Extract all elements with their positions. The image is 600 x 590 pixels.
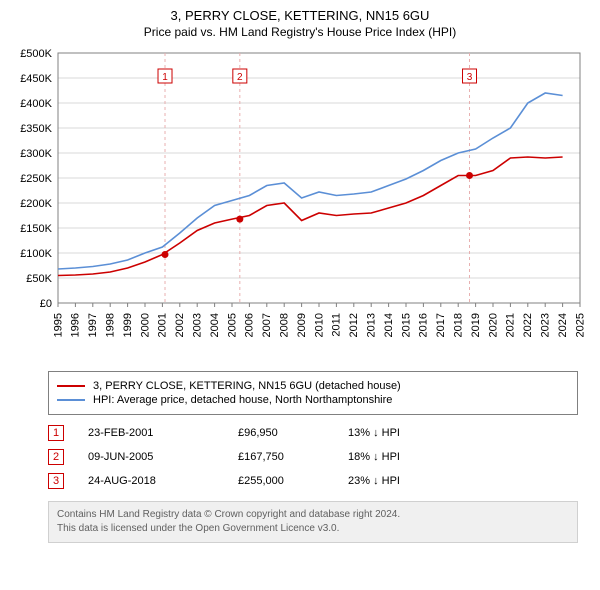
svg-text:£500K: £500K bbox=[20, 48, 52, 60]
transaction-row: 3 24-AUG-2018£255,00023% ↓ HPI bbox=[48, 469, 578, 493]
svg-text:1995: 1995 bbox=[52, 313, 64, 337]
svg-text:£50K: £50K bbox=[26, 273, 52, 285]
chart-plot-area: £0 £50K £100K £150K £200K £250K £300K £350K £400… bbox=[10, 43, 590, 363]
svg-text:£400K: £400K bbox=[20, 98, 52, 110]
title-address: 3, PERRY CLOSE, KETTERING, NN15 6GU bbox=[0, 8, 600, 23]
legend-label: HPI: Average price, detached house, Nort… bbox=[93, 394, 392, 406]
transaction-price: £255,000 bbox=[238, 475, 348, 487]
svg-text:3: 3 bbox=[467, 72, 473, 83]
svg-text:2004: 2004 bbox=[209, 313, 221, 337]
svg-text:2001: 2001 bbox=[157, 313, 169, 337]
svg-text:2007: 2007 bbox=[261, 313, 273, 337]
legend-swatch bbox=[57, 385, 85, 387]
legend-item: 3, PERRY CLOSE, KETTERING, NN15 6GU (det… bbox=[57, 380, 569, 392]
svg-text:2013: 2013 bbox=[366, 313, 378, 337]
svg-text:2015: 2015 bbox=[400, 313, 412, 337]
svg-text:1998: 1998 bbox=[104, 313, 116, 337]
chart-titles: 3, PERRY CLOSE, KETTERING, NN15 6GU Pric… bbox=[0, 0, 600, 43]
transaction-date: 09-JUN-2005 bbox=[88, 451, 238, 463]
svg-text:2: 2 bbox=[237, 72, 243, 83]
svg-text:2003: 2003 bbox=[191, 313, 203, 337]
svg-text:2012: 2012 bbox=[348, 313, 360, 337]
svg-text:£300K: £300K bbox=[20, 148, 52, 160]
svg-text:2008: 2008 bbox=[279, 313, 291, 337]
svg-text:1999: 1999 bbox=[122, 313, 134, 337]
svg-text:2016: 2016 bbox=[418, 313, 430, 337]
transaction-date: 23-FEB-2001 bbox=[88, 427, 238, 439]
footer-line-2: This data is licensed under the Open Gov… bbox=[57, 522, 569, 536]
svg-text:2022: 2022 bbox=[522, 313, 534, 337]
transaction-marker: 2 bbox=[48, 449, 64, 465]
svg-text:2018: 2018 bbox=[453, 313, 465, 337]
svg-text:2019: 2019 bbox=[470, 313, 482, 337]
svg-text:2006: 2006 bbox=[244, 313, 256, 337]
transaction-marker: 1 bbox=[48, 425, 64, 441]
svg-text:2014: 2014 bbox=[383, 313, 395, 337]
svg-text:2010: 2010 bbox=[313, 313, 325, 337]
svg-text:£100K: £100K bbox=[20, 248, 52, 260]
transaction-row: 2 09-JUN-2005£167,75018% ↓ HPI bbox=[48, 445, 578, 469]
svg-text:2002: 2002 bbox=[174, 313, 186, 337]
svg-text:1997: 1997 bbox=[87, 313, 99, 337]
svg-text:2024: 2024 bbox=[557, 313, 569, 337]
svg-text:£450K: £450K bbox=[20, 73, 52, 85]
svg-text:2023: 2023 bbox=[540, 313, 552, 337]
svg-text:2017: 2017 bbox=[435, 313, 447, 337]
transaction-date: 24-AUG-2018 bbox=[88, 475, 238, 487]
transaction-price: £167,750 bbox=[238, 451, 348, 463]
svg-text:2009: 2009 bbox=[296, 313, 308, 337]
svg-text:£150K: £150K bbox=[20, 223, 52, 235]
transaction-row: 1 23-FEB-2001£96,95013% ↓ HPI bbox=[48, 421, 578, 445]
svg-text:1996: 1996 bbox=[70, 313, 82, 337]
svg-text:2020: 2020 bbox=[487, 313, 499, 337]
title-subtitle: Price paid vs. HM Land Registry's House … bbox=[0, 25, 600, 39]
footer-line-1: Contains HM Land Registry data © Crown c… bbox=[57, 508, 569, 522]
svg-text:£250K: £250K bbox=[20, 173, 52, 185]
svg-text:1: 1 bbox=[162, 72, 168, 83]
svg-text:2021: 2021 bbox=[505, 313, 517, 337]
svg-text:2011: 2011 bbox=[331, 313, 343, 337]
transaction-diff: 13% ↓ HPI bbox=[348, 427, 458, 439]
transaction-diff: 18% ↓ HPI bbox=[348, 451, 458, 463]
transactions-table: 1 23-FEB-2001£96,95013% ↓ HPI 2 09-JUN-2005… bbox=[48, 421, 578, 493]
svg-text:2005: 2005 bbox=[226, 313, 238, 337]
footer-attribution: Contains HM Land Registry data © Crown c… bbox=[48, 501, 578, 543]
transaction-diff: 23% ↓ HPI bbox=[348, 475, 458, 487]
transaction-marker: 3 bbox=[48, 473, 64, 489]
legend-label: 3, PERRY CLOSE, KETTERING, NN15 6GU (det… bbox=[93, 380, 401, 392]
svg-text:£350K: £350K bbox=[20, 123, 52, 135]
chart-container: { "titles": { "line1": "3, PERRY CLOSE, … bbox=[0, 0, 600, 543]
legend-item: HPI: Average price, detached house, Nort… bbox=[57, 394, 569, 406]
svg-text:2000: 2000 bbox=[139, 313, 151, 337]
svg-text:£0: £0 bbox=[40, 298, 52, 310]
svg-text:£200K: £200K bbox=[20, 198, 52, 210]
transaction-price: £96,950 bbox=[238, 427, 348, 439]
legend: 3, PERRY CLOSE, KETTERING, NN15 6GU (det… bbox=[48, 371, 578, 415]
svg-text:2025: 2025 bbox=[574, 313, 586, 337]
line-chart-svg: £0 £50K £100K £150K £200K £250K £300K £350K £400… bbox=[10, 43, 590, 363]
legend-swatch bbox=[57, 399, 85, 401]
